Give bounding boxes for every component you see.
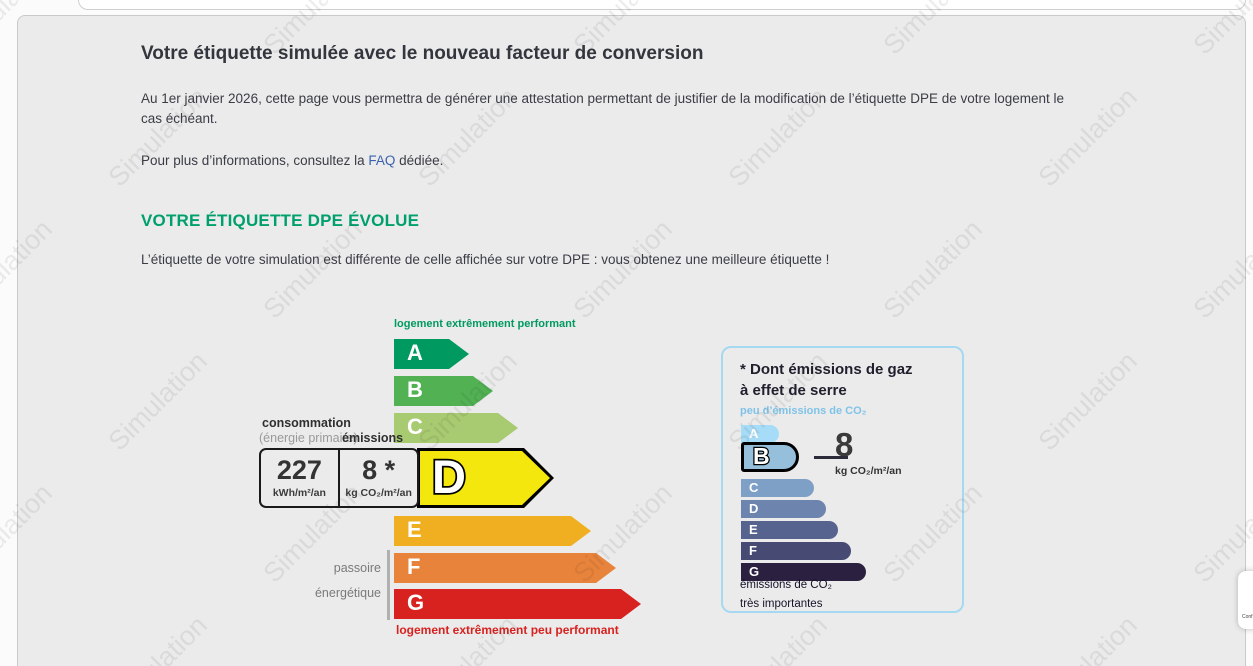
dpe-caption-peu-performant: logement extrêmement peu performant bbox=[396, 623, 619, 637]
ges-footer-line1: émissions de CO₂ bbox=[740, 579, 833, 591]
ges-bar-F: F bbox=[741, 542, 851, 560]
ges-title-line1: * Dont émissions de gaz bbox=[740, 361, 913, 378]
intro-paragraph: Au 1er janvier 2026, cette page vous per… bbox=[141, 89, 1151, 130]
passoire-line2: énergétique bbox=[314, 586, 381, 600]
dpe-bar-E: E bbox=[394, 516, 591, 546]
label-consumption-sub: (énergie primaire) bbox=[259, 431, 358, 445]
energy-value-cell: 227 kWh/m²/an bbox=[261, 450, 338, 506]
simulation-card: Votre étiquette simulée avec le nouveau … bbox=[17, 15, 1246, 666]
ges-bar-E: E bbox=[741, 521, 838, 539]
dpe-value-box: 227 kWh/m²/an 8 * kg CO₂/m²/an bbox=[259, 448, 419, 508]
ges-unit: kg CO₂/m²/an bbox=[835, 465, 902, 477]
co2-value-cell: 8 * kg CO₂/m²/an bbox=[340, 450, 417, 506]
ges-bar-D: D bbox=[741, 500, 826, 518]
dpe-bar-D: D bbox=[417, 448, 554, 508]
value-box-divider bbox=[337, 450, 341, 506]
ges-title-line2: à effet de serre bbox=[740, 382, 847, 399]
section-text: L’étiquette de votre simulation est diff… bbox=[141, 251, 830, 267]
dpe-bar-B: B bbox=[394, 376, 493, 406]
faq-suffix: dédiée. bbox=[395, 152, 444, 168]
page-title: Votre étiquette simulée avec le nouveau … bbox=[141, 43, 704, 64]
section-title: VOTRE ÉTIQUETTE DPE ÉVOLUE bbox=[141, 210, 420, 230]
co2-value: 8 * bbox=[362, 455, 396, 485]
energy-unit: kWh/m²/an bbox=[272, 487, 326, 499]
intro-line1: Au 1er janvier 2026, cette page vous per… bbox=[141, 91, 1065, 106]
ges-title: * Dont émissions de gaz à effet de serre bbox=[740, 359, 913, 401]
label-consumption: consommation bbox=[262, 416, 351, 430]
faq-paragraph: Pour plus d’informations, consultez la F… bbox=[141, 151, 1151, 171]
ges-value: 8 bbox=[835, 426, 854, 463]
dpe-bar-C: C bbox=[394, 413, 518, 443]
passoire-line1: passoire bbox=[333, 561, 381, 575]
faq-prefix: Pour plus d’informations, consultez la bbox=[141, 152, 369, 168]
ges-connector-line bbox=[814, 456, 848, 459]
intro-line2: cas échéant. bbox=[141, 111, 218, 127]
consent-widget-fragment[interactable]: Conf... bbox=[1238, 571, 1253, 629]
dpe-bar-F: F bbox=[394, 553, 616, 583]
previous-card-edge bbox=[78, 0, 1246, 10]
ges-bar-A: A bbox=[741, 425, 779, 443]
dpe-bar-A: A bbox=[394, 339, 469, 369]
passoire-label: passoire énergétique bbox=[259, 556, 381, 606]
ges-panel: * Dont émissions de gaz à effet de serre … bbox=[721, 346, 964, 613]
energy-value: 227 bbox=[276, 455, 322, 485]
label-emissions: émissions bbox=[342, 431, 404, 445]
ges-bar-C: C bbox=[741, 479, 814, 497]
ges-subtitle: peu d’émissions de CO₂ bbox=[740, 405, 867, 417]
dpe-caption-performant: logement extrêmement performant bbox=[394, 318, 576, 330]
ges-bar-G: G bbox=[741, 563, 866, 581]
co2-unit: kg CO₂/m²/an bbox=[345, 487, 412, 499]
dpe-bar-G: G bbox=[394, 589, 641, 619]
passoire-marker-bar bbox=[387, 550, 390, 620]
faq-link[interactable]: FAQ bbox=[368, 152, 396, 168]
ges-bar-B: B bbox=[741, 442, 799, 472]
consent-text: Conf... bbox=[1242, 614, 1253, 620]
ges-footer-line2: très importantes bbox=[740, 598, 823, 610]
